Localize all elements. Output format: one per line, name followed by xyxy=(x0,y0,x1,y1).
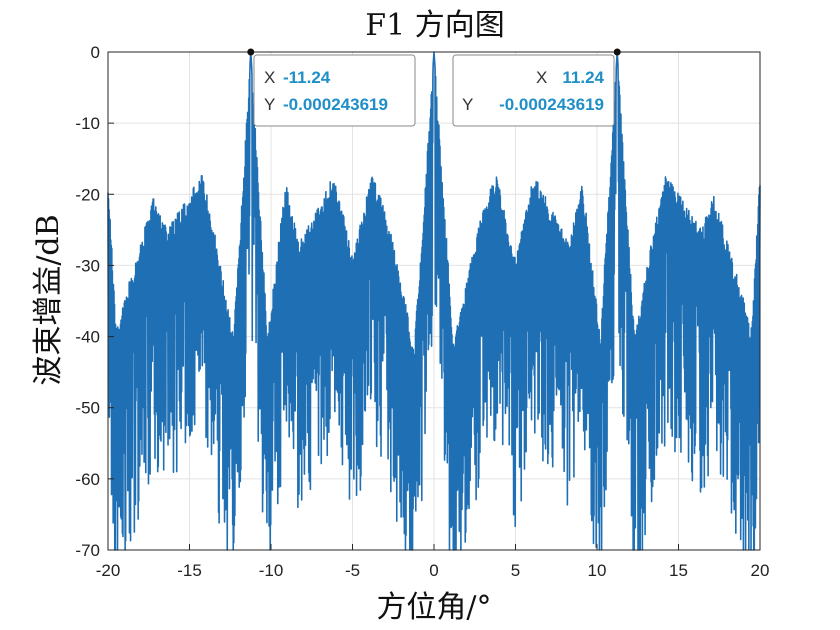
x-tick-label: 15 xyxy=(669,561,688,580)
x-axis-label: 方位角/° xyxy=(376,590,491,625)
chart-title: F1 方向图 xyxy=(365,8,504,43)
y-axis: 0 -10 -20 -30 -40 -50 -60 -70 xyxy=(75,43,114,560)
datatip-right-y-key: Y xyxy=(462,95,473,114)
y-axis-label: 波束增益/dB xyxy=(31,214,66,385)
datatip-right[interactable]: X 11.24 Y -0.000243619 xyxy=(452,54,615,127)
datatip-right-x-value: 11.24 xyxy=(562,68,604,87)
datatip-left-x-key: X xyxy=(264,68,275,87)
datatip-left-x-value: -11.24 xyxy=(283,68,331,87)
datatip-left-y-value: -0.000243619 xyxy=(283,95,388,114)
x-tick-label: -5 xyxy=(345,561,360,580)
y-tick-label: 0 xyxy=(91,43,100,62)
datatip-right-marker[interactable] xyxy=(613,48,621,56)
datatip-left-marker[interactable] xyxy=(247,48,255,56)
datatip-right-x-key: X xyxy=(536,68,547,87)
x-tick-label: -20 xyxy=(96,561,121,580)
y-tick-label: -30 xyxy=(75,256,100,275)
x-tick-label: -10 xyxy=(259,561,284,580)
x-axis: -20 -15 -10 -5 0 5 10 15 20 xyxy=(96,544,770,580)
y-tick-label: -10 xyxy=(75,114,100,133)
x-tick-label: 20 xyxy=(751,561,770,580)
datatip-left-y-key: Y xyxy=(264,95,275,114)
datatip-left-box xyxy=(253,54,416,127)
datatip-right-y-value: -0.000243619 xyxy=(499,95,604,114)
x-tick-label: 5 xyxy=(511,561,520,580)
x-tick-label: 0 xyxy=(429,561,438,580)
y-tick-label: -50 xyxy=(75,399,100,418)
y-tick-label: -40 xyxy=(75,328,100,347)
x-tick-label: -15 xyxy=(177,561,202,580)
y-tick-label: -20 xyxy=(75,185,100,204)
x-tick-label: 10 xyxy=(588,561,607,580)
y-tick-label: -60 xyxy=(75,470,100,489)
y-tick-label: -70 xyxy=(75,541,100,560)
datatip-right-box xyxy=(452,54,615,127)
datatip-left[interactable]: X -11.24 Y -0.000243619 xyxy=(253,54,416,127)
